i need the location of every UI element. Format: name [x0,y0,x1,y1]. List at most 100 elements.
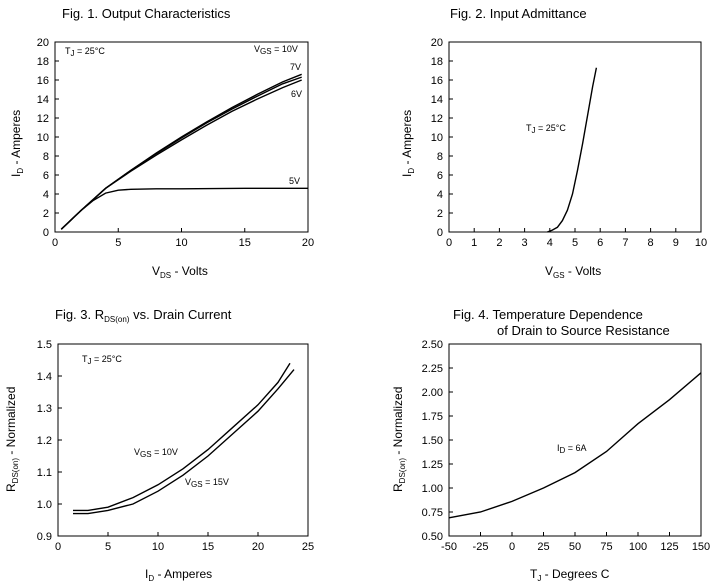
series-label-5v: 5V [289,176,300,186]
y-tick-label: 20 [431,37,443,49]
y-tick-label: 0.75 [422,507,443,519]
y-tick-label: 1.75 [422,411,443,423]
y-tick-label: 2.25 [422,363,443,375]
x-tick-label: 2 [496,237,502,249]
x-tick-label: 10 [695,237,707,249]
x-tick-label: 15 [202,541,214,553]
plot-frame [448,343,702,537]
y-tick-label: 10 [431,132,443,144]
x-axis-label: VDS - Volts [152,264,208,280]
series-label-vgs-10v: VGS = 10V [254,44,298,56]
plot-frame [57,343,309,537]
chart-input-admittance: Fig. 2. Input Admittance 0 1 2 3 4 5 6 7 8 9 10 02… [400,6,707,280]
x-tick-label: 8 [648,237,654,249]
y-tick-label: 20 [37,37,49,49]
x-tick-label: 10 [152,541,164,553]
chart-temperature-dependence: Fig. 4. Temperature Dependence of Drain … [391,307,710,583]
y-tick-label: 18 [37,56,49,68]
y-tick-label: 2.00 [422,387,443,399]
x-tick-label: 0 [446,237,452,249]
y-tick-label: 1.4 [37,371,52,383]
y-tick-label: 8 [43,151,49,163]
x-tick-label: 4 [547,237,553,249]
series-line-i-d [547,67,598,233]
x-tick-label: 15 [239,237,251,249]
x-axis-label: VGS - Volts [545,264,601,280]
plot-frame [448,41,702,233]
y-tick-label: 16 [37,75,49,87]
y-tick-label: 14 [37,94,49,106]
x-tick-label: 5 [115,237,121,249]
x-tick-label: 0 [55,541,61,553]
x-tick-label: 125 [660,541,678,553]
x-tick-label: -50 [441,541,457,553]
y-tick-label: 10 [37,132,49,144]
series-label-id-6a: ID = 6A [557,443,587,455]
x-tick-label: 0 [52,237,58,249]
x-tick-label: -25 [473,541,489,553]
y-tick-label: 2 [437,208,443,220]
y-tick-label: 14 [431,94,443,106]
series-label-6v: 6V [291,89,302,99]
x-tick-label: 0 [509,541,515,553]
y-axis-label: ID - Amperes [9,110,25,177]
chart-output-characteristics: Fig. 1. Output Characteristics 0 5 10 15 20 … [9,6,314,280]
condition-label: TJ = 25°C [526,123,566,135]
y-tick-label: 2 [43,208,49,220]
y-tick-label: 6 [43,170,49,182]
condition-label: TJ = 25°C [65,46,105,58]
x-tick-label: 20 [302,237,314,249]
chart-title: Fig. 1. Output Characteristics [62,6,231,21]
chart-title: Fig. 2. Input Admittance [450,6,587,21]
x-axis-label: TJ - Degrees C [530,567,610,583]
y-axis-label: ID - Amperes [400,110,416,177]
x-tick-label: 100 [629,541,647,553]
y-tick-label: 1.50 [422,435,443,447]
chart-rdson-vs-drain-current: Fig. 3. RDS(on) vs. Drain Current 0 5 10 15… [4,307,314,583]
y-tick-label: 0.50 [422,531,443,543]
y-axis-label: RDS(on) - Normalized [4,387,20,492]
chart-title-line-2: of Drain to Source Resistance [497,323,670,338]
x-tick-label: 25 [537,541,549,553]
y-tick-label: 12 [37,113,49,125]
x-tick-label: 7 [622,237,628,249]
y-tick-label: 1.2 [37,435,52,447]
x-tick-label: 20 [252,541,264,553]
y-tick-label: 4 [43,189,49,201]
y-tick-label: 1.00 [422,483,443,495]
y-tick-label: 0 [437,227,443,239]
series-label-vgs-10v: VGS = 10V [134,447,178,459]
y-tick-label: 0.9 [37,531,52,543]
y-tick-label: 1.5 [37,339,52,351]
chart-title: Fig. 3. RDS(on) vs. Drain Current [55,307,232,324]
y-tick-label: 4 [437,189,443,201]
series-line-i-d-6a [448,372,702,519]
y-tick-label: 8 [437,151,443,163]
y-tick-label: 18 [431,56,443,68]
x-tick-label: 9 [673,237,679,249]
y-tick-label: 1.1 [37,467,52,479]
series-label-vgs-15v: VGS = 15V [185,477,229,489]
series-label-7v: 7V [290,62,301,72]
condition-label: TJ = 25°C [82,354,122,366]
x-tick-label: 5 [105,541,111,553]
y-tick-label: 1.0 [37,499,52,511]
x-axis-label: ID - Amperes [145,567,212,583]
series-line-7v [60,76,302,230]
x-tick-label: 3 [522,237,528,249]
series-line-6v [60,79,302,230]
series-line-v-gs-10v [60,73,302,230]
x-tick-label: 6 [597,237,603,249]
y-tick-label: 6 [437,170,443,182]
series-line-5v [60,187,308,230]
y-tick-label: 1.3 [37,403,52,415]
x-tick-label: 75 [600,541,612,553]
x-tick-label: 5 [572,237,578,249]
y-tick-label: 12 [431,113,443,125]
x-tick-label: 1 [471,237,477,249]
y-tick-label: 0 [43,227,49,239]
x-tick-label: 150 [692,541,710,553]
series-line-v-gs-15v [73,369,295,515]
y-tick-label: 2.50 [422,339,443,351]
x-tick-label: 50 [569,541,581,553]
